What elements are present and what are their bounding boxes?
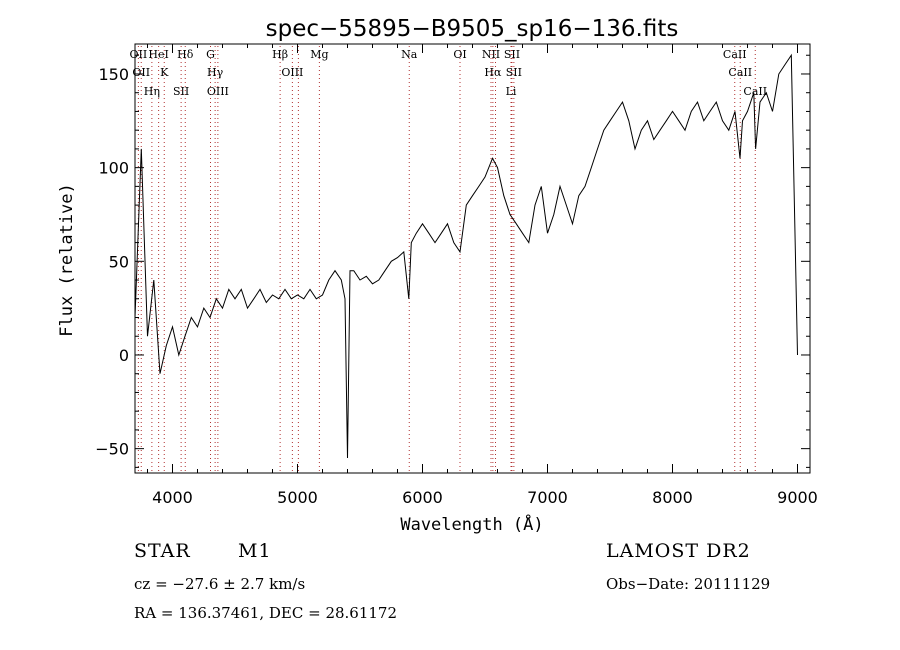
observation-date: Obs−Date: 20111129 (606, 575, 771, 593)
y-axis-label: Flux (relative) (57, 183, 77, 337)
emission-line-label: OII (132, 66, 150, 79)
y-tick-label: 100 (98, 159, 129, 178)
y-tick-label: 50 (109, 252, 129, 271)
emission-line-label: CaII (743, 85, 767, 98)
emission-line-label: OIII (207, 85, 229, 98)
emission-line-labels: OII OII Hη HeI K SII Hδ G Hγ OIII Hβ OIII Mg Na OI NII H… (130, 48, 768, 98)
emission-line-label: SII (504, 48, 520, 61)
emission-line-label: OI (453, 48, 466, 61)
emission-line-label: Na (401, 48, 418, 61)
emission-line-label: Hη (144, 85, 160, 98)
emission-line-label: Mg (310, 48, 328, 61)
x-tick-label: 8000 (652, 488, 693, 507)
x-tick-label: 7000 (527, 488, 568, 507)
emission-line-label: HeI (148, 48, 168, 61)
emission-line-label: Hγ (207, 66, 224, 79)
x-axis-ticks: 4000 5000 6000 7000 8000 9000 (147, 44, 818, 507)
y-axis-ticks: −50 0 50 100 150 (95, 54, 810, 468)
y-tick-label: −50 (95, 440, 129, 459)
plot-frame (134, 43, 811, 474)
object-subclass: M1 (238, 540, 272, 562)
emission-line-label: G (206, 48, 215, 61)
emission-line-label: Hδ (177, 48, 194, 61)
y-tick-label: 150 (98, 65, 129, 84)
chart-title: spec−55895−B9505_sp16−136.fits (266, 16, 679, 42)
emission-line-label: CaII (723, 48, 747, 61)
x-tick-label: 4000 (152, 488, 193, 507)
y-tick-label: 0 (119, 346, 129, 365)
object-class: STAR (134, 540, 191, 562)
emission-line-label: Hβ (272, 48, 288, 61)
x-tick-label: 6000 (402, 488, 443, 507)
emission-line-label: OII (130, 48, 148, 61)
survey-name: LAMOST DR2 (606, 540, 751, 562)
emission-line-label: CaII (728, 66, 752, 79)
emission-line-label: Li (506, 85, 517, 98)
emission-line-label: NII (482, 48, 500, 61)
redshift-value: cz = −27.6 ± 2.7 km/s (134, 575, 306, 593)
emission-line-label: SII (173, 85, 189, 98)
emission-line-label: Hα (484, 66, 502, 79)
spectrum-line (134, 53, 798, 459)
emission-line-label: K (160, 66, 169, 79)
emission-line-label: SII (506, 66, 522, 79)
coordinates: RA = 136.37461, DEC = 28.61172 (134, 604, 398, 622)
emission-line-markers (137, 46, 756, 473)
x-axis-label: Wavelength (Å) (400, 513, 543, 535)
emission-line-label: OIII (281, 66, 303, 79)
x-tick-label: 5000 (277, 488, 318, 507)
x-tick-label: 9000 (777, 488, 818, 507)
